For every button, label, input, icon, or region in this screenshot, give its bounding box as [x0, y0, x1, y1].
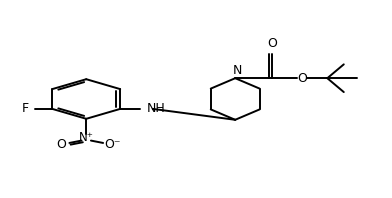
Text: O: O [267, 37, 278, 50]
Text: NH: NH [147, 102, 165, 115]
Text: N: N [232, 64, 242, 77]
Text: F: F [22, 102, 29, 115]
Text: O⁻: O⁻ [104, 138, 121, 151]
Text: O: O [56, 138, 67, 151]
Text: N⁺: N⁺ [79, 131, 94, 144]
Text: O: O [297, 72, 307, 85]
